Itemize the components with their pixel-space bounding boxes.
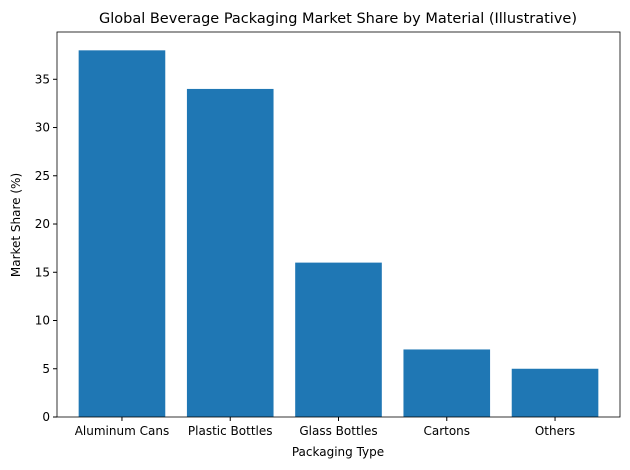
y-tick-label: 35 [35, 72, 50, 86]
y-tick-label: 20 [35, 217, 50, 231]
plot-frame [56, 31, 621, 418]
y-tick-label: 5 [42, 362, 50, 376]
y-axis-label: Market Share (%) [9, 173, 23, 277]
bar [511, 368, 599, 417]
x-tick-label: Glass Bottles [299, 424, 377, 438]
y-tick-label: 0 [42, 410, 50, 424]
y-tick-label: 15 [35, 265, 50, 279]
x-tick-label: Plastic Bottles [188, 424, 273, 438]
x-tick-label: Others [535, 424, 575, 438]
x-tick-label: Aluminum Cans [75, 424, 169, 438]
bar [403, 349, 491, 417]
chart-title: Global Beverage Packaging Market Share b… [99, 11, 577, 27]
y-tick-label: 30 [35, 121, 50, 135]
x-tick-label: Cartons [423, 424, 470, 438]
y-tick-label: 25 [35, 169, 50, 183]
x-axis-label: Packaging Type [292, 445, 384, 459]
bar [78, 50, 166, 417]
bar [186, 88, 274, 418]
y-tick-label: 10 [35, 314, 50, 328]
bar [295, 262, 382, 417]
